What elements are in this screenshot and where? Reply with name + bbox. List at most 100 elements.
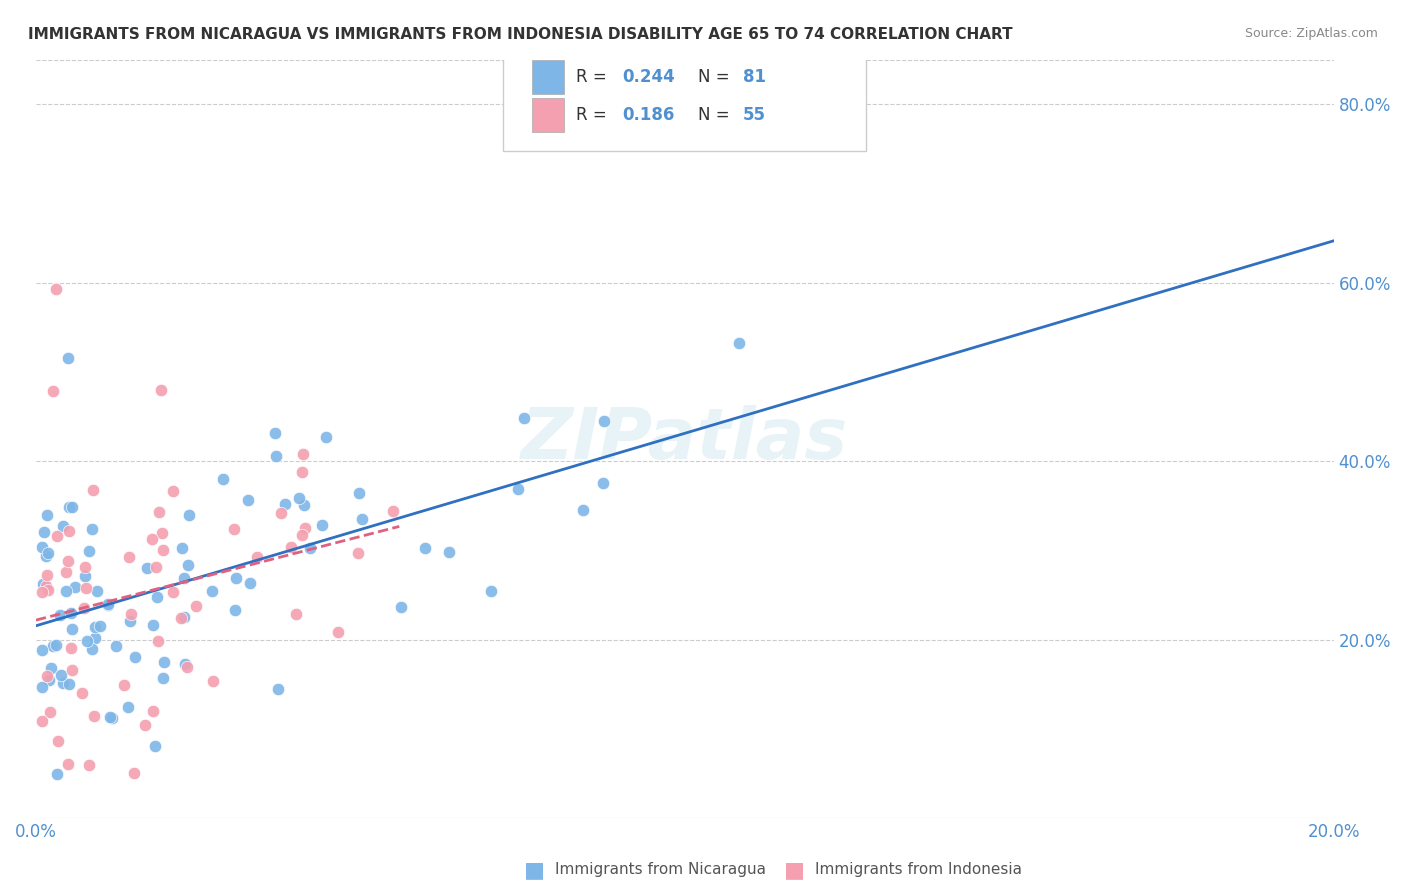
Point — [145, 590, 167, 604]
Text: 0.244: 0.244 — [623, 68, 675, 86]
Point — [152, 543, 174, 558]
Point — [31, 584, 53, 599]
Point — [280, 540, 302, 554]
Point — [73, 560, 96, 574]
Point — [201, 584, 224, 599]
Point — [83, 620, 105, 634]
Point — [347, 546, 370, 560]
Point — [58, 500, 80, 515]
Point — [225, 571, 247, 585]
Point — [49, 607, 72, 622]
FancyBboxPatch shape — [531, 97, 564, 132]
Point — [58, 524, 80, 539]
Point — [148, 505, 170, 519]
Point — [32, 577, 55, 591]
Point — [55, 565, 77, 579]
Point — [70, 686, 93, 700]
Point — [150, 525, 173, 540]
Point — [389, 599, 412, 614]
Point — [174, 657, 197, 671]
Point — [37, 582, 59, 597]
Point — [73, 600, 96, 615]
Text: Source: ZipAtlas.com: Source: ZipAtlas.com — [1244, 27, 1378, 40]
Point — [170, 541, 193, 555]
Point — [112, 678, 135, 692]
Point — [122, 765, 145, 780]
Point — [35, 579, 58, 593]
Point — [508, 482, 530, 496]
FancyBboxPatch shape — [503, 37, 866, 151]
Point — [134, 718, 156, 732]
Point — [34, 549, 56, 564]
Point — [31, 643, 53, 657]
Point — [513, 410, 536, 425]
Point — [212, 472, 235, 486]
Point — [32, 525, 55, 540]
Point — [299, 541, 322, 556]
Point — [270, 506, 292, 520]
Point — [45, 529, 67, 543]
Text: ZIPatlas: ZIPatlas — [522, 405, 848, 474]
Point — [238, 575, 260, 590]
Point — [347, 486, 370, 500]
Text: Immigrants from Indonesia: Immigrants from Indonesia — [815, 863, 1022, 877]
Point — [150, 383, 173, 397]
Point — [148, 634, 170, 648]
Point — [274, 497, 297, 511]
Point — [162, 484, 184, 499]
Point — [118, 614, 141, 628]
Point — [46, 767, 69, 781]
Text: Immigrants from Nicaragua: Immigrants from Nicaragua — [555, 863, 766, 877]
Point — [141, 532, 163, 546]
Point — [571, 503, 593, 517]
Point — [291, 465, 314, 479]
Point — [60, 663, 83, 677]
Point — [39, 705, 62, 719]
Point — [117, 700, 139, 714]
Point — [315, 430, 337, 444]
Point — [170, 611, 193, 625]
Point — [41, 639, 63, 653]
Point — [173, 609, 195, 624]
Text: ■: ■ — [524, 860, 544, 880]
Text: ■: ■ — [785, 860, 804, 880]
Point — [264, 426, 287, 441]
Point — [80, 522, 103, 536]
Point — [593, 414, 616, 428]
Point — [49, 667, 72, 681]
Point — [31, 540, 53, 554]
Text: 0.186: 0.186 — [623, 106, 675, 124]
Text: 81: 81 — [744, 68, 766, 86]
Point — [290, 528, 312, 542]
Point — [37, 669, 59, 683]
Point — [75, 581, 97, 595]
Point — [142, 704, 165, 718]
Point — [42, 384, 65, 398]
Point — [439, 545, 461, 559]
Point — [37, 546, 59, 560]
Point — [415, 541, 437, 555]
Point — [60, 500, 83, 515]
Point — [76, 634, 98, 648]
Point — [89, 619, 111, 633]
Point — [142, 618, 165, 632]
Point — [83, 631, 105, 645]
Point — [118, 549, 141, 564]
Point — [52, 518, 75, 533]
Point — [82, 483, 104, 498]
Point — [173, 571, 195, 585]
Point — [80, 641, 103, 656]
Point — [55, 583, 77, 598]
Point — [145, 559, 167, 574]
Point — [288, 491, 311, 506]
Point — [143, 739, 166, 753]
Point — [326, 624, 349, 639]
Point — [292, 447, 315, 461]
Point — [186, 599, 208, 613]
Point — [83, 709, 105, 723]
Text: IMMIGRANTS FROM NICARAGUA VS IMMIGRANTS FROM INDONESIA DISABILITY AGE 65 TO 74 C: IMMIGRANTS FROM NICARAGUA VS IMMIGRANTS … — [28, 27, 1012, 42]
Point — [246, 549, 269, 564]
Point — [101, 711, 124, 725]
Point — [352, 512, 374, 526]
Point — [179, 508, 201, 523]
